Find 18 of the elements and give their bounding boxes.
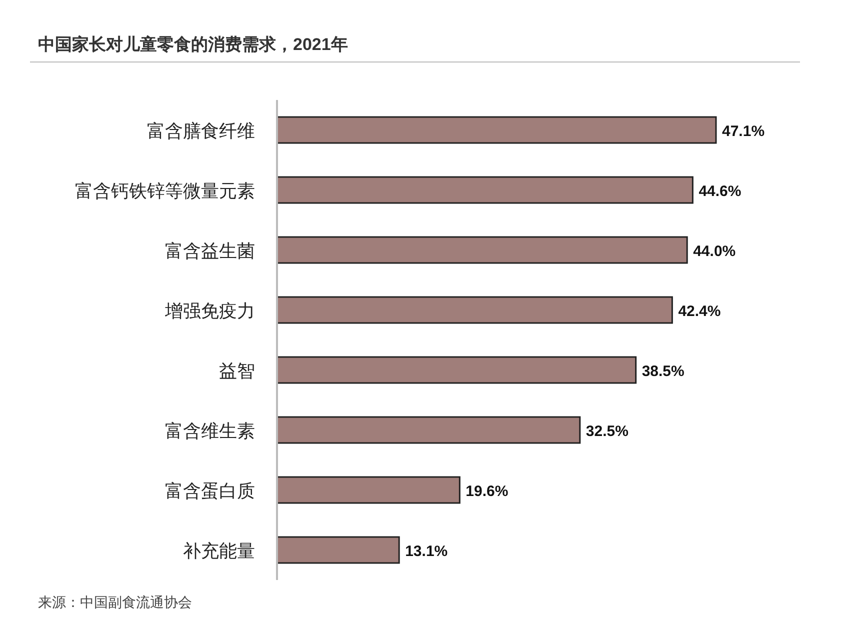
data-label: 32.5% <box>586 423 628 440</box>
data-label: 47.1% <box>722 123 765 140</box>
y-tick-label: 益智 <box>219 361 255 381</box>
y-tick-label: 富含膳食纤维 <box>147 121 255 141</box>
title: 中国家长对儿童零食的消费需求，2021年 <box>38 35 348 54</box>
y-tick-label: 增强免疫力 <box>164 301 255 321</box>
y-tick-label: 富含益生菌 <box>165 241 255 261</box>
source-note: 来源：中国副食流通协会 <box>38 594 192 610</box>
y-tick-label: 富含钙铁锌等微量元素 <box>75 181 255 201</box>
data-label: 44.0% <box>693 243 736 260</box>
y-tick-label: 补充能量 <box>183 541 255 561</box>
data-label: 19.6% <box>466 483 508 500</box>
data-label: 44.6% <box>698 183 742 200</box>
data-label: 13.1% <box>405 543 448 560</box>
data-label: 38.5% <box>642 363 684 380</box>
y-tick-label: 富含维生素 <box>165 421 255 441</box>
y-tick-label: 富含蛋白质 <box>165 481 255 501</box>
data-label: 42.4% <box>678 303 721 320</box>
